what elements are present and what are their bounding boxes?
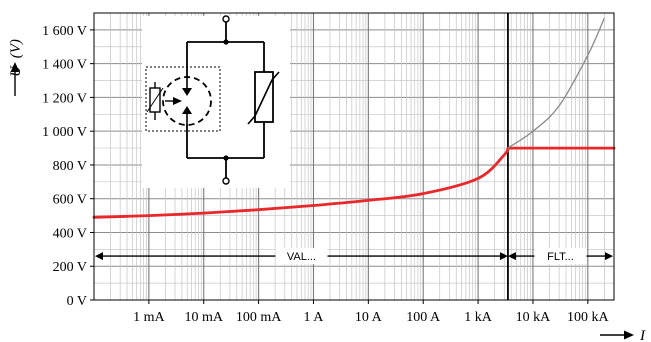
y-axis-label: U (V) bbox=[8, 39, 24, 96]
y-tick-label: 1 600 V bbox=[42, 24, 87, 39]
circuit-schematic bbox=[142, 15, 290, 188]
range-label-background bbox=[275, 248, 328, 265]
range-label-background bbox=[534, 248, 587, 265]
terminal-bottom bbox=[222, 177, 230, 185]
y-axis-unit: (V) bbox=[8, 39, 24, 58]
range-label: FLT... bbox=[547, 251, 574, 263]
terminal-top bbox=[222, 15, 230, 23]
range-label: VAL... bbox=[287, 251, 316, 263]
y-axis-ticks: 0 V 200 V 400 V 600 V 800 V 1 000 V 1 200 V 1 4… bbox=[42, 24, 94, 309]
x-tick-label: 10 A bbox=[355, 310, 383, 325]
series-line-voltage-limited bbox=[92, 146, 616, 219]
x-axis-arrow-head bbox=[624, 330, 634, 340]
electrode-upper-tip bbox=[182, 88, 192, 96]
x-tick-label: 100 A bbox=[406, 310, 441, 325]
y-tick-label: 0 V bbox=[67, 294, 87, 309]
x-tick-label: 1 mA bbox=[133, 310, 165, 325]
y-tick-label: 1 400 V bbox=[42, 58, 87, 73]
x-axis-title: I bbox=[639, 328, 646, 342]
series-line-unlimited bbox=[507, 17, 605, 149]
y-tick-label: 800 V bbox=[53, 159, 87, 174]
x-tick-label: 1 A bbox=[304, 310, 325, 325]
spark-gap-icon bbox=[162, 76, 212, 126]
assembly-frame bbox=[145, 66, 221, 132]
y-tick-label: 400 V bbox=[53, 226, 87, 241]
electrode-lower-tip bbox=[182, 106, 192, 114]
y-tick-label: 1 200 V bbox=[42, 91, 87, 106]
x-tick-label: 10 kA bbox=[516, 310, 552, 325]
y-tick-label: 1 000 V bbox=[42, 125, 87, 140]
y-axis-arrow-head bbox=[10, 62, 20, 72]
varistor-slash bbox=[247, 71, 280, 125]
x-axis-ticks: 1 mA 10 mA 100 mA 1 A 10 A 100 A 1 kA 10 kA 100 … bbox=[133, 300, 610, 325]
range-arrow-head bbox=[499, 252, 508, 261]
range-annotations: VAL... FLT... bbox=[95, 248, 613, 265]
x-tick-label: 1 kA bbox=[464, 310, 493, 325]
y-tick-label: 200 V bbox=[53, 260, 87, 275]
range-arrow-head bbox=[95, 252, 103, 261]
range-arrow-head bbox=[605, 252, 613, 261]
x-tick-label: 10 mA bbox=[184, 310, 223, 325]
x-tick-label: 100 kA bbox=[567, 310, 610, 325]
trigger-resistor-slash bbox=[146, 87, 164, 113]
range-arrow-head bbox=[507, 252, 516, 261]
x-tick-label: 100 mA bbox=[236, 310, 282, 325]
trigger-arrow bbox=[173, 97, 182, 105]
y-tick-label: 600 V bbox=[53, 193, 87, 208]
x-axis-label: I bbox=[600, 328, 646, 342]
plot-frame bbox=[93, 12, 615, 301]
